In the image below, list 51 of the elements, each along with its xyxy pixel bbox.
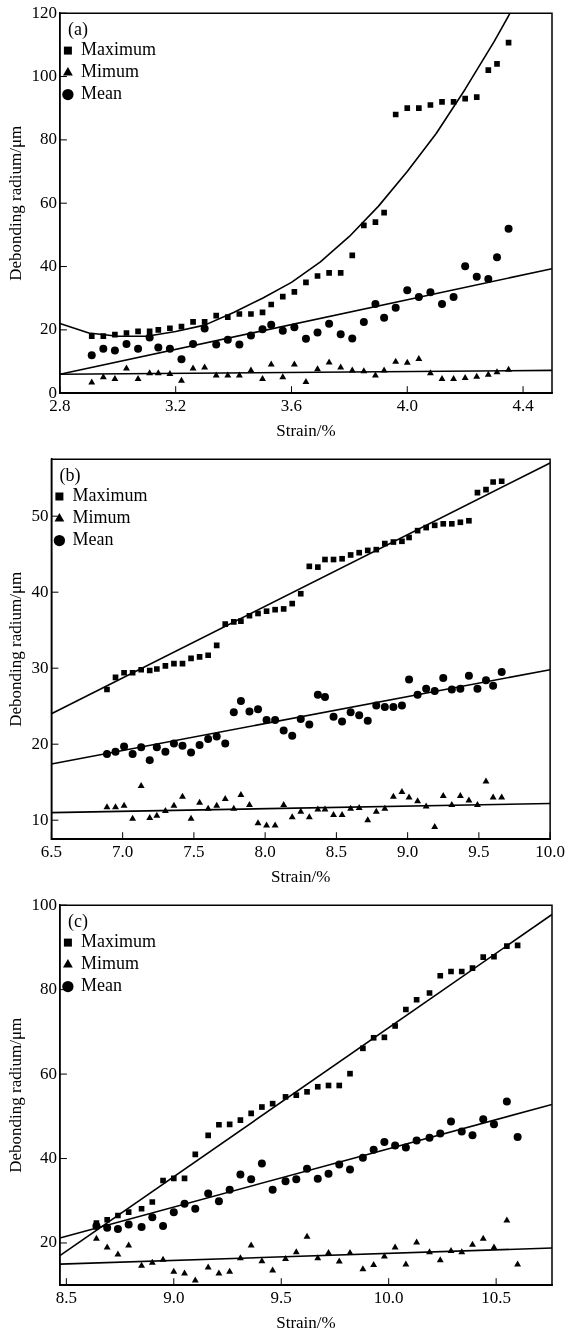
y-tick-label: 100 (31, 894, 57, 914)
y-tick-label: 60 (39, 192, 57, 212)
y-tick-label: 30 (31, 657, 49, 677)
y-tick-label: 20 (39, 1232, 57, 1252)
x-tick-label: 3.2 (165, 395, 187, 415)
y-tick-label: 80 (39, 979, 57, 999)
x-axis-title: Strain/% (276, 1313, 336, 1333)
y-tick-label: 20 (31, 733, 49, 753)
x-tick-label: 7.0 (112, 841, 134, 861)
x-tick-label: 10.5 (481, 1287, 511, 1307)
x-tick-label: 10.0 (373, 1287, 404, 1307)
y-tick-label: 20 (39, 319, 57, 339)
x-axis-title: Strain/% (276, 421, 336, 441)
x-tick-label: 6.5 (40, 841, 63, 861)
x-tick-label: 3.6 (280, 395, 303, 415)
x-tick-label: 7.5 (183, 841, 205, 861)
legend-label: Maximum (80, 931, 156, 952)
y-tick-label: 120 (31, 2, 57, 22)
annotation: (c) (67, 910, 88, 932)
y-tick-label: 80 (39, 129, 57, 149)
y-tick-label: 40 (39, 256, 57, 275)
x-tick-label: 4.0 (396, 395, 418, 415)
x-tick-label: 8.0 (254, 841, 276, 861)
legend-label: Maximum (72, 485, 148, 506)
y-tick-label: 10 (31, 809, 49, 829)
x-tick-label: 9.0 (397, 841, 419, 861)
legend-label: Mean (80, 83, 122, 104)
y-axis-title: Debonding radium/μm (5, 125, 25, 281)
legend-label: Maximum (80, 39, 156, 60)
legend-label: Mimum (72, 507, 131, 528)
y-axis-title: Debonding radium/μm (5, 1017, 25, 1173)
y-tick-label: 50 (31, 505, 49, 525)
legend-label: Mean (80, 975, 122, 996)
legend-label: Mimum (80, 953, 139, 974)
y-tick-label: 40 (31, 581, 49, 601)
y-tick-label: 60 (39, 1063, 57, 1083)
y-axis-title: Debonding radium/μm (5, 571, 25, 727)
y-tick-label: 100 (31, 66, 57, 85)
x-tick-label: 8.5 (55, 1287, 77, 1307)
x-tick-label: 10.0 (535, 841, 565, 861)
x-tick-label: 9.5 (270, 1287, 292, 1307)
x-axis-title: Strain/% (271, 867, 331, 887)
x-tick-label: 9.0 (163, 1287, 185, 1307)
annotation: (a) (67, 18, 88, 40)
legend-label: Mimum (80, 61, 139, 82)
x-tick-label: 8.5 (325, 841, 348, 861)
y-tick-label: 40 (39, 1148, 57, 1167)
annotation: (b) (59, 464, 81, 486)
x-tick-label: 9.5 (468, 841, 490, 861)
x-tick-label: 4.4 (512, 395, 535, 415)
legend-label: Mean (72, 529, 114, 550)
